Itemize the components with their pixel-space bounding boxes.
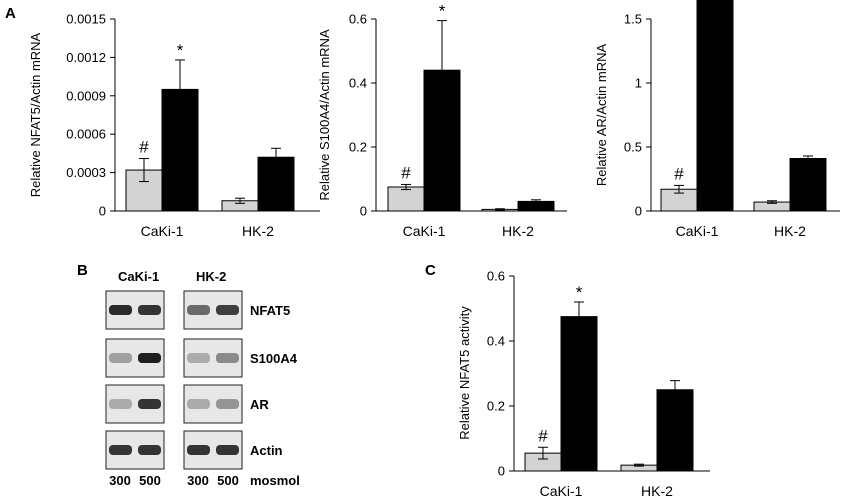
blot-band — [109, 445, 132, 455]
panel-letter-c: C — [425, 262, 436, 279]
y-tick-label: 0.5 — [624, 140, 642, 155]
y-tick-label: 0 — [360, 204, 367, 219]
y-tick-label: 0.2 — [487, 399, 505, 414]
y-axis-label: Relative NFAT5/Actin mRNA — [28, 32, 43, 197]
y-axis-label: Relative S100A4/Actin mRNA — [317, 29, 332, 201]
y-tick-label: 0.0015 — [66, 12, 106, 27]
blot-lane-label: 300 — [109, 473, 131, 488]
bar — [656, 389, 694, 472]
significance-marker: # — [401, 163, 411, 182]
panel-letter-a: A — [5, 5, 16, 22]
blot-group-label: HK-2 — [196, 269, 226, 284]
bar — [696, 0, 734, 212]
bar — [560, 316, 598, 472]
blot-band — [138, 305, 161, 315]
significance-marker: * — [576, 283, 583, 302]
blot-band — [109, 353, 132, 363]
blot-lane-label: 500 — [139, 473, 161, 488]
blot-unit-label: mosmol — [250, 473, 300, 488]
y-tick-label: 0.0003 — [66, 165, 106, 180]
bar — [161, 88, 199, 212]
blot-row-label: NFAT5 — [250, 303, 290, 318]
bar — [257, 156, 295, 212]
y-tick-label: 1 — [635, 76, 642, 91]
category-label: HK-2 — [641, 483, 673, 499]
bar — [387, 186, 425, 212]
category-label: CaKi-1 — [540, 483, 583, 499]
blot-band — [187, 445, 210, 455]
chart-nfat5-activity: 0 0.2 0.4 0.6 Relative NFAT5 activity CaKi-1 H… — [457, 269, 710, 499]
y-tick-label: 0.4 — [487, 334, 505, 349]
significance-marker: # — [139, 138, 149, 157]
y-tick-label: 0.0009 — [66, 88, 106, 103]
y-tick-label: 0 — [635, 204, 642, 219]
category-label: HK-2 — [242, 223, 274, 239]
blot-band — [138, 399, 161, 409]
blot-band — [109, 399, 132, 409]
blot-band — [138, 353, 161, 363]
blot-band — [216, 353, 239, 363]
blot-lane-label: 500 — [217, 473, 239, 488]
blot-lane-label: 300 — [187, 473, 209, 488]
blot-band — [109, 305, 132, 315]
significance-marker: # — [538, 426, 548, 445]
bar — [423, 69, 461, 212]
significance-marker: * — [439, 2, 446, 21]
category-label: CaKi-1 — [676, 223, 719, 239]
panel-letter-b: B — [77, 262, 88, 279]
y-axis-label: Relative NFAT5 activity — [457, 306, 472, 440]
blot-band — [216, 445, 239, 455]
y-tick-label: 0.0012 — [66, 50, 106, 65]
y-tick-label: 0 — [99, 204, 106, 219]
y-tick-label: 1.5 — [624, 12, 642, 27]
category-label: HK-2 — [502, 223, 534, 239]
chart-nfat5-mrna: 0 0.0003 0.0006 0.0009 0.0012 0.0015 Relative … — [28, 12, 320, 239]
category-label: HK-2 — [774, 223, 806, 239]
y-axis-label: Relative AR/Actin mRNA — [594, 44, 609, 187]
blot-band — [187, 353, 210, 363]
y-tick-label: 0.6 — [487, 269, 505, 284]
y-tick-label: 0.6 — [349, 12, 367, 27]
y-tick-label: 0.4 — [349, 76, 367, 91]
blot-band — [216, 399, 239, 409]
category-label: CaKi-1 — [141, 223, 184, 239]
bar — [789, 158, 827, 212]
y-tick-label: 0 — [498, 464, 505, 479]
chart-ar-mrna: 0 0.5 1 1.5 Relative AR/Actin mRNA CaKi-1 HK-2… — [594, 0, 840, 239]
blot-band — [216, 305, 239, 315]
chart-s100a4-mrna: 0 0.2 0.4 0.6 Relative S100A4/Actin mRNA CaKi… — [317, 2, 567, 239]
category-label: CaKi-1 — [403, 223, 446, 239]
blot-row-label: Actin — [250, 443, 283, 458]
blot-band — [138, 445, 161, 455]
western-blot: CaKi-1 HK-2 NFAT5 S100A4 AR Actin 300 500 300 5… — [105, 269, 300, 488]
blot-row-label: AR — [250, 397, 269, 412]
y-tick-label: 0.2 — [349, 140, 367, 155]
bar — [517, 200, 555, 212]
significance-marker: # — [674, 164, 684, 183]
blot-band — [187, 399, 210, 409]
blot-row-label: S100A4 — [250, 351, 298, 366]
blot-band — [187, 305, 210, 315]
y-tick-label: 0.0006 — [66, 127, 106, 142]
significance-marker: * — [177, 41, 184, 60]
blot-group-label: CaKi-1 — [118, 269, 159, 284]
